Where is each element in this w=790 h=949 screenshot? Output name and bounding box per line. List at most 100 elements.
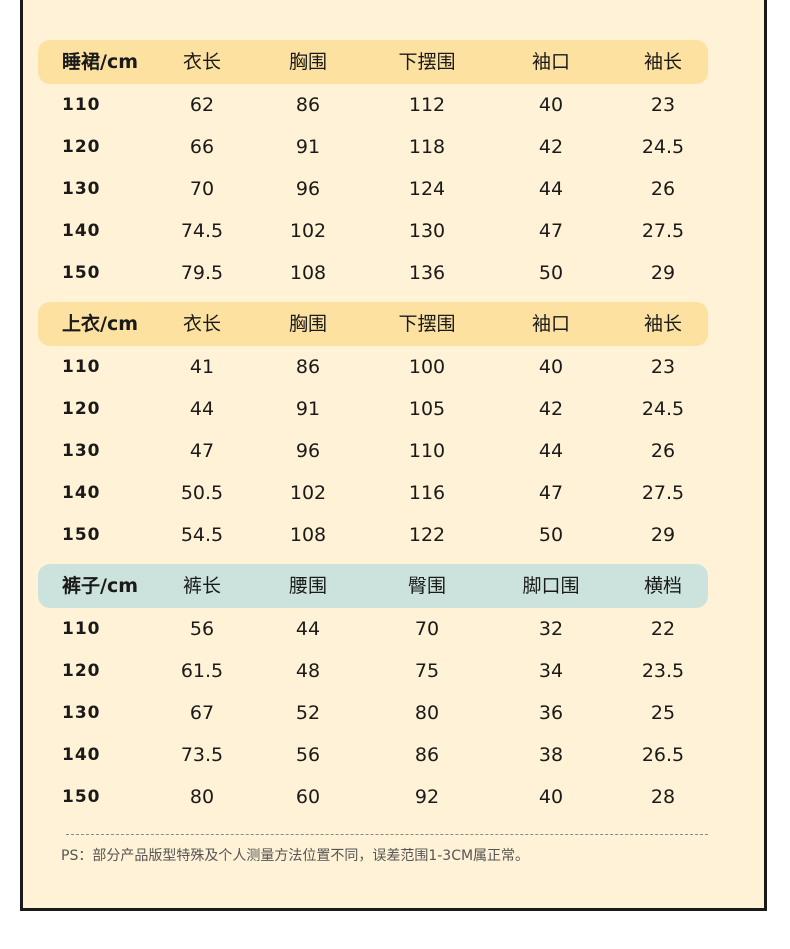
size-cell: 130 (62, 179, 101, 199)
value-cell: 47 (189, 440, 215, 462)
value-cell: 118 (408, 136, 446, 158)
value-cell: 34 (538, 660, 564, 682)
value-cell: 66 (189, 136, 215, 158)
value-cell: 27.5 (641, 482, 685, 504)
table-row: 150 54.5 108 122 50 29 (38, 514, 708, 556)
value-cell: 92 (414, 786, 440, 808)
value-cell: 50 (538, 262, 564, 284)
value-cell: 54.5 (180, 524, 224, 546)
header-category: 裤子/cm (62, 575, 139, 597)
value-cell: 24.5 (641, 136, 685, 158)
nightdress-size-table: 睡裙/cm 衣长 胸围 下摆围 袖口 袖长 110 62 86 112 40 2… (38, 40, 708, 294)
value-cell: 47 (538, 220, 564, 242)
header-col-4: 袖口 (531, 51, 571, 73)
header-col-3: 下摆围 (398, 313, 456, 335)
header-col-5: 横档 (643, 575, 683, 597)
value-cell: 124 (408, 178, 446, 200)
value-cell: 25 (650, 702, 676, 724)
value-cell: 40 (538, 94, 564, 116)
header-col-3: 臀围 (407, 575, 447, 597)
value-cell: 48 (295, 660, 321, 682)
value-cell: 70 (189, 178, 215, 200)
header-col-3: 下摆围 (398, 51, 456, 73)
size-cell: 140 (62, 745, 101, 765)
table-row: 110 41 86 100 40 23 (38, 346, 708, 388)
value-cell: 100 (408, 356, 446, 378)
table-row: 130 47 96 110 44 26 (38, 430, 708, 472)
value-cell: 86 (295, 94, 321, 116)
value-cell: 26 (650, 178, 676, 200)
header-col-5: 袖长 (643, 51, 683, 73)
value-cell: 80 (189, 786, 215, 808)
header-col-1: 衣长 (182, 51, 222, 73)
header-col-5: 袖长 (643, 313, 683, 335)
value-cell: 42 (538, 136, 564, 158)
table-row: 140 73.5 56 86 38 26.5 (38, 734, 708, 776)
table-row: 110 56 44 70 32 22 (38, 608, 708, 650)
value-cell: 24.5 (641, 398, 685, 420)
size-cell: 120 (62, 661, 101, 681)
value-cell: 102 (289, 482, 327, 504)
value-cell: 47 (538, 482, 564, 504)
value-cell: 108 (289, 524, 327, 546)
value-cell: 29 (650, 524, 676, 546)
table-header: 上衣/cm 衣长 胸围 下摆围 袖口 袖长 (38, 302, 708, 346)
value-cell: 60 (295, 786, 321, 808)
value-cell: 44 (538, 440, 564, 462)
value-cell: 56 (295, 744, 321, 766)
size-chart-panel (20, 0, 767, 911)
table-row: 130 70 96 124 44 26 (38, 168, 708, 210)
value-cell: 50 (538, 524, 564, 546)
value-cell: 67 (189, 702, 215, 724)
header-col-4: 袖口 (531, 313, 571, 335)
value-cell: 50.5 (180, 482, 224, 504)
value-cell: 96 (295, 178, 321, 200)
top-size-table: 上衣/cm 衣长 胸围 下摆围 袖口 袖长 110 41 86 100 40 2… (38, 302, 708, 556)
value-cell: 70 (414, 618, 440, 640)
value-cell: 108 (289, 262, 327, 284)
table-row: 140 50.5 102 116 47 27.5 (38, 472, 708, 514)
size-cell: 110 (62, 619, 101, 639)
value-cell: 44 (295, 618, 321, 640)
header-category: 上衣/cm (62, 313, 139, 335)
size-cell: 150 (62, 787, 101, 807)
table-row: 120 44 91 105 42 24.5 (38, 388, 708, 430)
table-header: 睡裙/cm 衣长 胸围 下摆围 袖口 袖长 (38, 40, 708, 84)
size-cell: 130 (62, 703, 101, 723)
value-cell: 80 (414, 702, 440, 724)
header-col-2: 腰围 (288, 575, 328, 597)
size-cell: 150 (62, 263, 101, 283)
pants-size-table: 裤子/cm 裤长 腰围 臀围 脚口围 横档 110 56 44 70 32 22… (38, 564, 708, 818)
value-cell: 32 (538, 618, 564, 640)
value-cell: 130 (408, 220, 446, 242)
value-cell: 29 (650, 262, 676, 284)
size-cell: 140 (62, 483, 101, 503)
value-cell: 42 (538, 398, 564, 420)
size-cell: 110 (62, 95, 101, 115)
value-cell: 112 (408, 94, 446, 116)
table-row: 150 80 60 92 40 28 (38, 776, 708, 818)
value-cell: 40 (538, 356, 564, 378)
value-cell: 61.5 (180, 660, 224, 682)
value-cell: 75 (414, 660, 440, 682)
value-cell: 41 (189, 356, 215, 378)
dashed-divider (66, 834, 708, 835)
value-cell: 26.5 (641, 744, 685, 766)
value-cell: 44 (189, 398, 215, 420)
value-cell: 116 (408, 482, 446, 504)
header-col-2: 胸围 (288, 51, 328, 73)
value-cell: 74.5 (180, 220, 224, 242)
value-cell: 40 (538, 786, 564, 808)
table-row: 120 66 91 118 42 24.5 (38, 126, 708, 168)
value-cell: 102 (289, 220, 327, 242)
value-cell: 122 (408, 524, 446, 546)
table-row: 110 62 86 112 40 23 (38, 84, 708, 126)
header-category: 睡裙/cm (62, 51, 139, 73)
value-cell: 91 (295, 398, 321, 420)
value-cell: 52 (295, 702, 321, 724)
size-cell: 130 (62, 441, 101, 461)
size-cell: 110 (62, 357, 101, 377)
table-header: 裤子/cm 裤长 腰围 臀围 脚口围 横档 (38, 564, 708, 608)
value-cell: 26 (650, 440, 676, 462)
table-row: 130 67 52 80 36 25 (38, 692, 708, 734)
